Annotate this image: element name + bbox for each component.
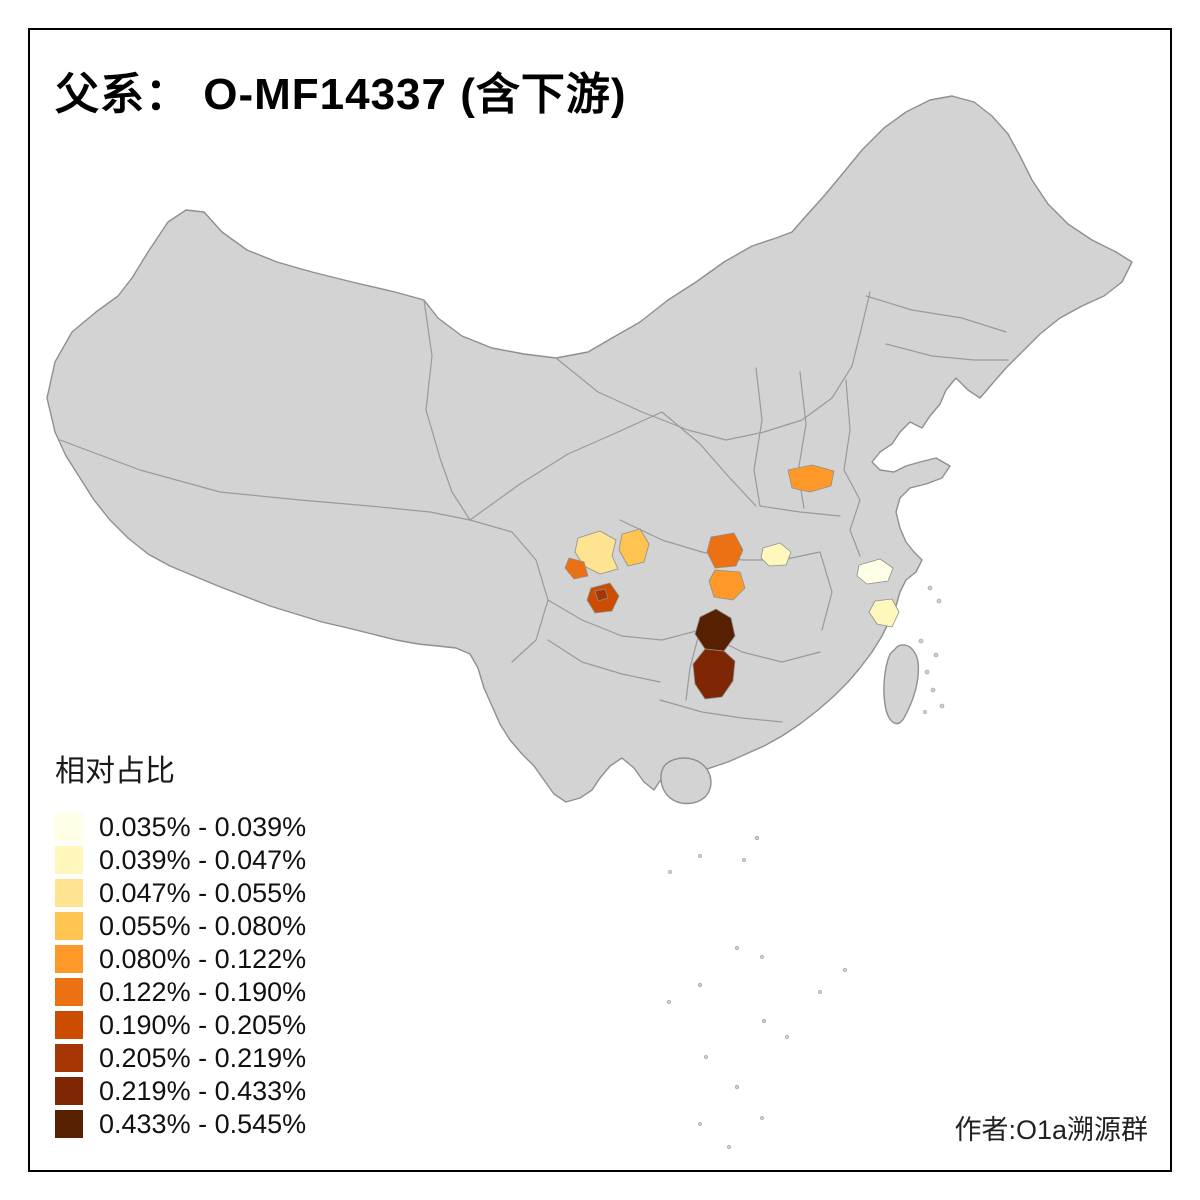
legend-swatch xyxy=(55,812,83,841)
legend-label: 0.219% - 0.433% xyxy=(99,1075,307,1106)
legend-swatch xyxy=(55,944,83,973)
legend-label: 0.039% - 0.047% xyxy=(99,844,307,875)
legend-item: 0.047% - 0.055% xyxy=(55,876,306,909)
author-credit: 作者:O1a溯源群 xyxy=(954,1115,1148,1145)
legend-item: 0.080% - 0.122% xyxy=(55,942,306,975)
legend-title: 相对占比 xyxy=(55,755,175,788)
legend-label: 0.047% - 0.055% xyxy=(99,877,307,908)
taiwan-island xyxy=(883,644,920,725)
legend-label: 0.433% - 0.545% xyxy=(99,1108,307,1139)
legend-swatch xyxy=(55,977,83,1006)
legend-label: 0.205% - 0.219% xyxy=(99,1042,307,1073)
legend-swatch xyxy=(55,878,83,907)
highlighted-region-8 xyxy=(594,588,609,602)
legend-item: 0.122% - 0.190% xyxy=(55,975,306,1008)
hainan-island xyxy=(660,757,712,805)
highlighted-region-3 xyxy=(564,557,589,580)
highlighted-region-5 xyxy=(706,532,744,569)
highlighted-region-10 xyxy=(694,608,736,652)
highlighted-region-4 xyxy=(618,528,650,567)
legend-swatch xyxy=(55,1043,83,1072)
legend-item: 0.205% - 0.219% xyxy=(55,1041,306,1074)
province-borders xyxy=(59,291,1009,723)
legend-label: 0.080% - 0.122% xyxy=(99,943,307,974)
legend-label: 0.055% - 0.080% xyxy=(99,910,307,941)
minor-islands xyxy=(667,585,945,1149)
highlighted-region-1 xyxy=(787,464,835,493)
highlighted-region-13 xyxy=(868,598,900,628)
highlighted-regions xyxy=(564,464,900,700)
legend-item: 0.433% - 0.545% xyxy=(55,1107,306,1140)
legend-swatch xyxy=(55,911,83,940)
highlighted-region-11 xyxy=(692,648,736,700)
legend-label: 0.190% - 0.205% xyxy=(99,1009,307,1040)
legend-label: 0.035% - 0.039% xyxy=(99,811,307,842)
highlighted-region-6 xyxy=(708,569,746,601)
legend: 相对占比 0.035% - 0.039% 0.039% - 0.047% 0.0… xyxy=(55,746,306,1140)
highlighted-region-2 xyxy=(574,530,619,575)
legend-item: 0.039% - 0.047% xyxy=(55,843,306,876)
highlighted-region-12 xyxy=(856,558,894,585)
legend-item: 0.055% - 0.080% xyxy=(55,909,306,942)
legend-swatch xyxy=(55,1109,83,1138)
mainland-outline xyxy=(46,95,1133,803)
highlighted-region-9 xyxy=(760,542,792,567)
legend-item: 0.219% - 0.433% xyxy=(55,1074,306,1107)
figure-title: 父系： O-MF14337 (含下游) xyxy=(55,70,627,119)
legend-swatch xyxy=(55,1010,83,1039)
legend-label: 0.122% - 0.190% xyxy=(99,976,307,1007)
legend-item: 0.035% - 0.039% xyxy=(55,810,306,843)
legend-item: 0.190% - 0.205% xyxy=(55,1008,306,1041)
legend-swatch xyxy=(55,845,83,874)
legend-swatch xyxy=(55,1076,83,1105)
